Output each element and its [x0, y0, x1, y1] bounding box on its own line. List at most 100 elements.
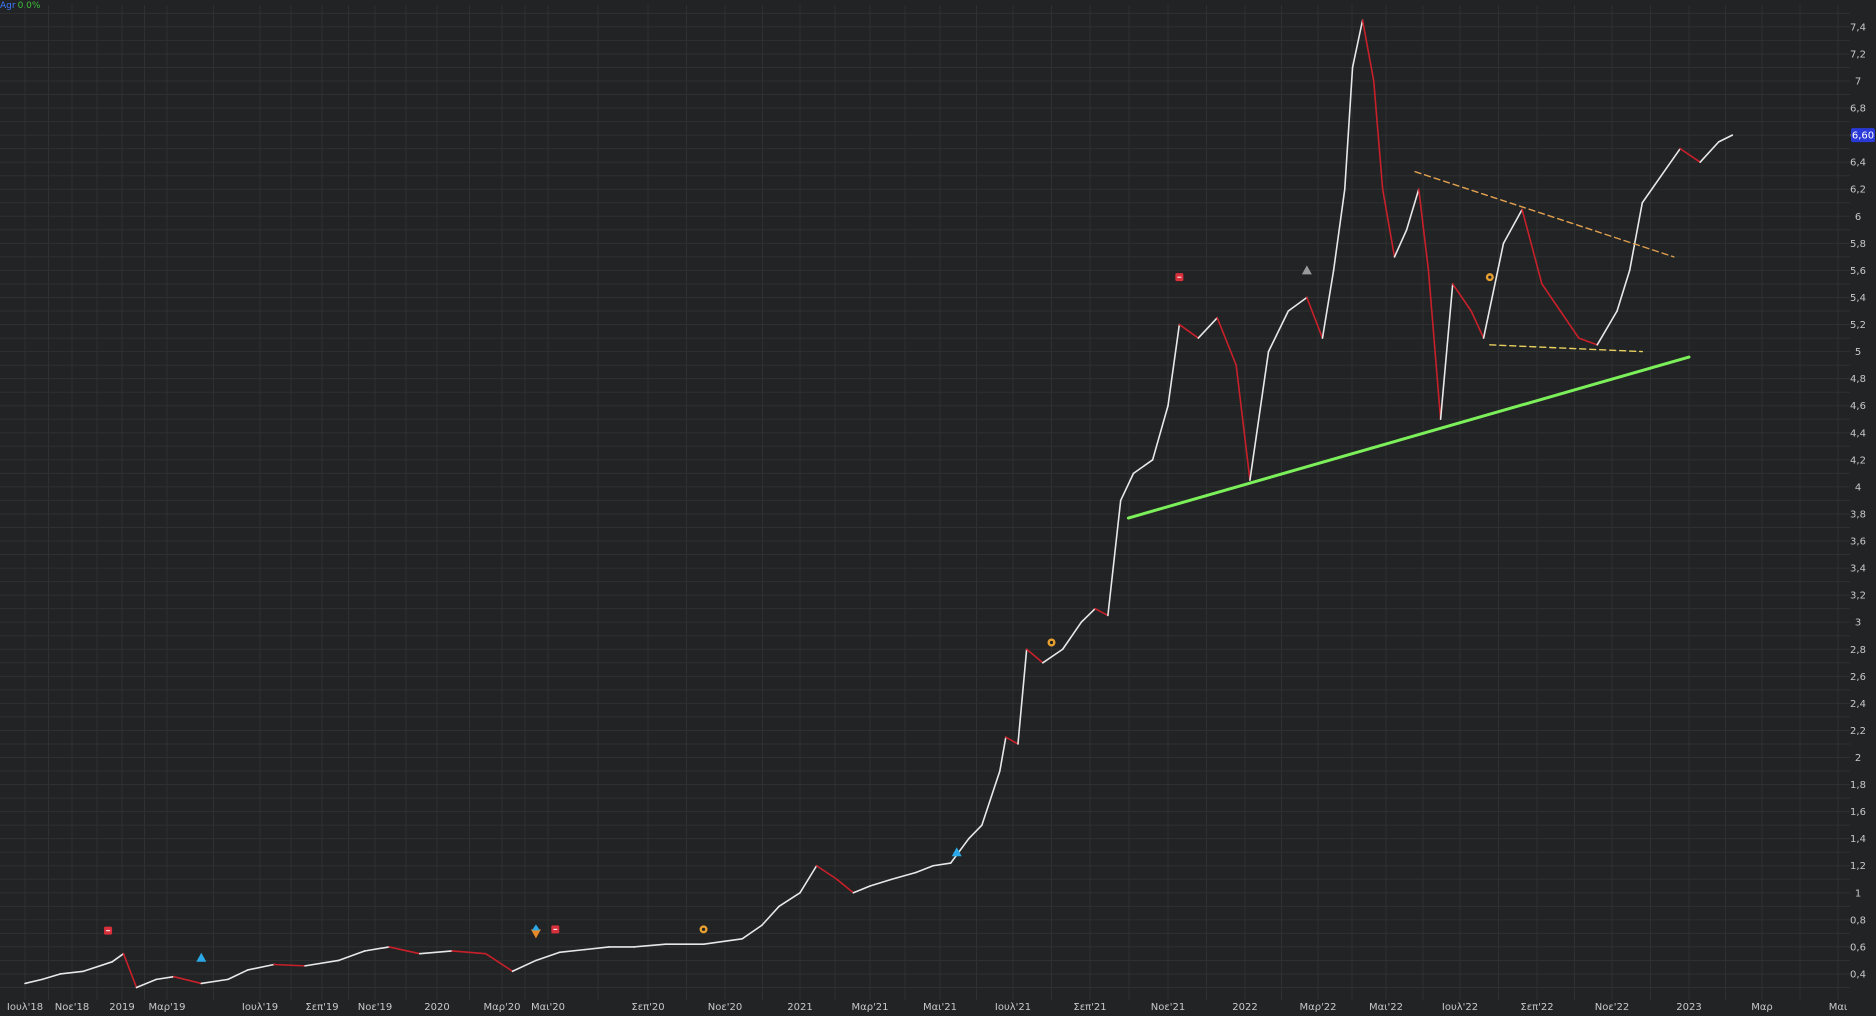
y-tick-label: 5	[1855, 347, 1861, 358]
series-segment-down	[484, 952, 514, 973]
x-tick-label: Νοε'18	[55, 1002, 89, 1013]
series-segment-up	[59, 970, 85, 975]
y-tick-label: 5,2	[1850, 320, 1866, 331]
series-segment-up	[511, 959, 537, 973]
series-segment-up	[761, 905, 780, 927]
series-segment-up	[1616, 269, 1631, 312]
y-tick-label: 3,6	[1850, 537, 1866, 548]
series-segment-up	[1197, 316, 1219, 339]
y-tick-label: 1,8	[1850, 780, 1866, 791]
y-tick-label: 4	[1855, 482, 1861, 493]
y-tick-label: 2	[1855, 753, 1861, 764]
series-segment-down	[835, 878, 855, 894]
series-segment-up	[1405, 188, 1420, 231]
dividend-marker-center	[1049, 640, 1054, 645]
series-segment-down	[1306, 296, 1324, 339]
buy-signal-marker	[196, 952, 207, 962]
y-tick-label: 0,6	[1850, 942, 1866, 953]
dividend-marker-center	[701, 927, 706, 931]
y-tick-label: 2,4	[1850, 699, 1866, 710]
x-tick-label: Ιουλ'21	[995, 1002, 1031, 1013]
x-tick-label: Νοε'19	[358, 1002, 392, 1013]
series-segment-down	[388, 946, 421, 955]
series-segment-up	[583, 946, 610, 951]
series-segment-up	[558, 948, 586, 954]
y-tick-label: 4,4	[1850, 428, 1866, 439]
series-segment-up	[1061, 621, 1083, 651]
x-tick-label: 2021	[787, 1002, 812, 1013]
series-segment-up	[1167, 323, 1181, 407]
x-tick-label: Μαρ'22	[1299, 1002, 1336, 1013]
y-tick-label: 0,4	[1850, 969, 1866, 980]
y-tick-label: 1,6	[1850, 807, 1866, 818]
x-tick-label: Ιουλ'19	[242, 1002, 278, 1013]
trendlines	[1126, 170, 1691, 520]
series-segment-up	[1332, 188, 1346, 272]
series-segment-up	[418, 950, 453, 955]
series-segment-down	[1372, 80, 1384, 191]
series-segment-up	[932, 862, 952, 867]
x-tick-label: Νοε'22	[1595, 1002, 1629, 1013]
last-price-label: 6,60	[1851, 128, 1875, 143]
series-segment-up	[981, 770, 1001, 826]
x-tick-label: Σεπ'19	[305, 1002, 338, 1013]
x-tick-label: Σεπ'20	[631, 1002, 664, 1013]
series-segment-up	[1628, 201, 1644, 272]
series-segment-down	[1541, 283, 1562, 312]
y-tick-label: 2,6	[1850, 672, 1866, 683]
series-segment-up	[1017, 648, 1028, 745]
series-segment-down	[1361, 19, 1375, 82]
y-tick-label: 6,2	[1850, 185, 1866, 196]
y-tick-label: 5,8	[1850, 239, 1866, 250]
series-segment-up	[869, 878, 893, 887]
series-segment-down	[1025, 648, 1044, 664]
signal-markers	[104, 265, 1494, 962]
series-segment-down	[1235, 364, 1251, 481]
y-tick-label: 3,4	[1850, 564, 1866, 575]
series-segment-down	[1216, 316, 1237, 366]
indicator-name: Agr	[0, 1, 16, 11]
series-segment-up	[24, 978, 43, 985]
series-segment-up	[135, 978, 158, 989]
series-segment-down	[273, 963, 306, 967]
series-segment-down	[1178, 323, 1200, 339]
series-segment-up	[337, 950, 366, 962]
series-segment-up	[227, 969, 249, 981]
series-segment-down	[122, 952, 138, 989]
x-tick-label: Νοε'20	[708, 1002, 742, 1013]
series-segment-up	[1641, 174, 1663, 204]
series-segment-up	[1439, 283, 1454, 421]
x-tick-label: Μαι'22	[1369, 1002, 1403, 1013]
series-segment-up	[1699, 141, 1720, 163]
series-segment-down	[1005, 736, 1019, 745]
series-segment-down	[1417, 188, 1430, 272]
x-tick-label: Μαρ'21	[851, 1002, 888, 1013]
y-tick-label: 4,8	[1850, 374, 1866, 385]
series-segment-down	[1521, 208, 1543, 285]
y-axis: 0,4 0,6 0,8 1 1,2 1,4 1,6 1,8 2 2,2 2,4 2,6 2,8 3 3,2 3…	[1850, 22, 1866, 980]
series-segment-down	[451, 950, 487, 955]
series-segment-up	[741, 924, 763, 940]
series-segment-up	[1267, 310, 1290, 353]
x-tick-label: 2019	[109, 1002, 134, 1013]
x-tick-label: 2022	[1232, 1002, 1257, 1013]
series-segment-down	[1381, 188, 1396, 258]
series-segment-down	[1679, 147, 1701, 163]
series-segment-up	[1119, 472, 1135, 502]
x-tick-label: Μαρ	[1751, 1002, 1773, 1013]
indicator-legend: Agr 0.0%	[0, 0, 40, 12]
y-tick-label: 3,2	[1850, 591, 1866, 602]
x-tick-label: Σεπ'21	[1073, 1002, 1106, 1013]
x-tick-label: Ιουλ'18	[7, 1002, 43, 1013]
x-tick-label: 2020	[424, 1002, 449, 1013]
series-segment-up	[1596, 310, 1618, 346]
x-tick-label: Μαι'21	[923, 1002, 957, 1013]
series-segment-up	[200, 978, 229, 985]
series-segment-down	[1451, 283, 1472, 312]
y-tick-label: 3	[1855, 618, 1861, 629]
y-tick-label: 6	[1855, 212, 1861, 223]
indicator-value: 0.0%	[17, 1, 41, 11]
y-tick-label: 4,6	[1850, 401, 1866, 412]
last-price-value: 6,60	[1852, 131, 1874, 142]
